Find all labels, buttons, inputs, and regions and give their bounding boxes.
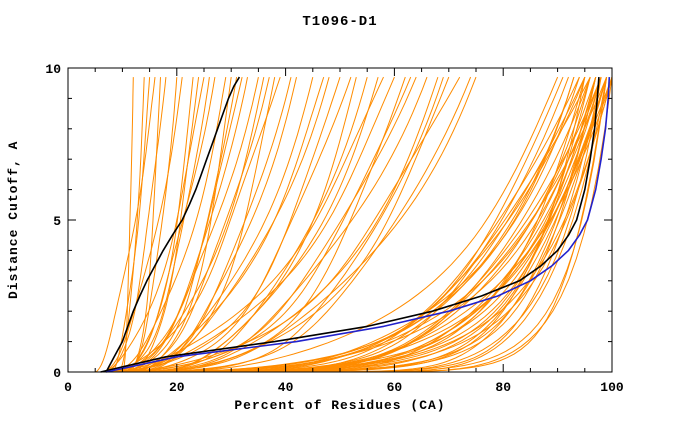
plot-frame bbox=[67, 67, 613, 373]
model-curve bbox=[106, 77, 167, 373]
model-curve bbox=[100, 76, 384, 373]
x-tick-label: 80 bbox=[495, 380, 511, 395]
model-curve bbox=[127, 76, 297, 373]
x-tick-label: 0 bbox=[64, 380, 72, 395]
x-tick-label: 40 bbox=[278, 380, 294, 395]
y-tick-label: 10 bbox=[45, 62, 61, 77]
model-curve bbox=[111, 77, 151, 373]
model-curve bbox=[122, 76, 259, 373]
model-curve bbox=[106, 76, 461, 373]
y-tick-label: 0 bbox=[53, 366, 61, 381]
model-curve bbox=[95, 76, 330, 373]
model-curve bbox=[106, 76, 477, 373]
model-curve bbox=[117, 76, 586, 373]
model-curve bbox=[100, 77, 183, 373]
model-curve bbox=[122, 76, 428, 373]
chart-title: T1096-D1 bbox=[302, 14, 378, 30]
x-axis-label: Percent of Residues (CA) bbox=[234, 398, 446, 413]
model-curve bbox=[111, 76, 412, 373]
black-right-curve bbox=[100, 77, 600, 373]
model-curve bbox=[149, 76, 613, 373]
model-curve bbox=[100, 77, 205, 373]
x-tick-label: 20 bbox=[169, 380, 185, 395]
model-curve bbox=[95, 77, 156, 373]
model-curve bbox=[122, 76, 270, 373]
x-tick-label: 100 bbox=[600, 380, 624, 395]
blue-curve bbox=[105, 77, 611, 373]
x-tick-label: 60 bbox=[387, 380, 403, 395]
black-left-curve bbox=[105, 76, 241, 373]
model-curve bbox=[122, 77, 216, 373]
model-curve bbox=[122, 76, 352, 373]
model-curve bbox=[106, 76, 395, 373]
model-curve bbox=[122, 77, 134, 373]
y-tick-label: 5 bbox=[53, 214, 61, 229]
